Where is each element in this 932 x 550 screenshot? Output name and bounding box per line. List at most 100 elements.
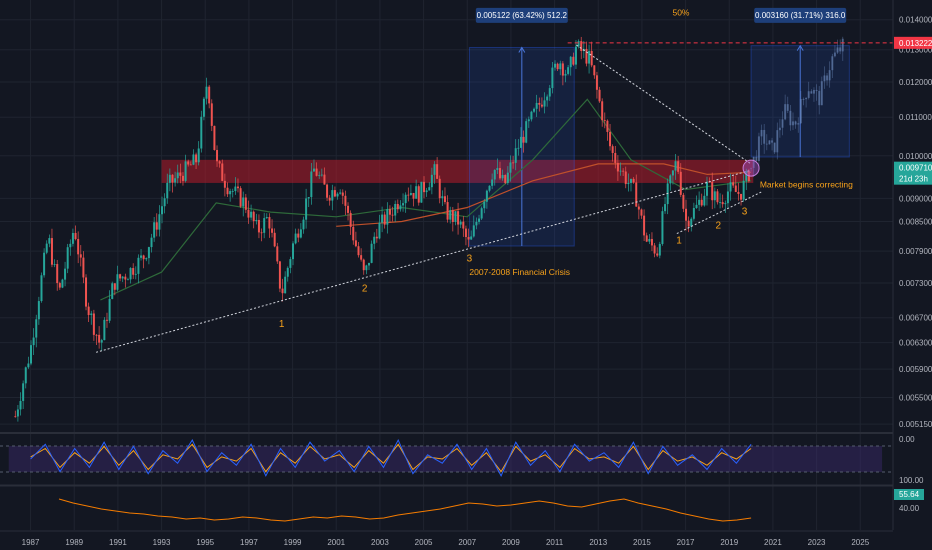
candle-body [56, 264, 59, 284]
candle-body [289, 259, 292, 268]
time-tick-label: 2025 [851, 538, 869, 547]
candle-body [223, 180, 226, 188]
candle-body [399, 205, 402, 210]
candle-body [213, 125, 216, 150]
candle-body [174, 178, 177, 183]
candle-body [705, 181, 708, 196]
candle-body [650, 238, 653, 246]
candle-body [580, 41, 583, 52]
candle-body [231, 191, 234, 192]
candle-body [533, 108, 536, 112]
candle-body [792, 121, 795, 126]
candle-body [517, 147, 520, 149]
candle-body [807, 91, 810, 98]
candle-body [831, 56, 834, 71]
candle-body [554, 63, 557, 68]
candle-body [530, 111, 533, 120]
candle-body [360, 255, 363, 260]
candle-body [412, 192, 415, 199]
candle-body [58, 283, 61, 288]
candle-body [538, 102, 541, 105]
candle-body [339, 192, 342, 194]
candle-body [794, 121, 797, 125]
candle-body [95, 334, 98, 336]
candle-body [559, 63, 562, 70]
candle-body [750, 167, 753, 169]
candle-body [799, 99, 802, 124]
rsi-panel [0, 432, 932, 532]
time-tick-label: 1989 [65, 538, 83, 547]
candle-body [323, 174, 326, 185]
candle-body [679, 171, 682, 195]
candle-body [721, 202, 724, 205]
candle-body [839, 47, 842, 52]
candle-body [124, 276, 127, 280]
candle-body [815, 89, 818, 91]
time-tick-label: 2009 [502, 538, 520, 547]
candle-body [572, 56, 575, 65]
candle-body [77, 239, 80, 255]
candle-body [153, 222, 156, 238]
moving-average-line [100, 98, 752, 301]
candle-body [776, 130, 779, 153]
measure-arrow-head [796, 44, 804, 51]
candle-body [187, 161, 190, 165]
annotation-labels: 1 2 3 1 2 3 50% Market begins correcting 2007-20… [279, 7, 853, 329]
candle-body [305, 198, 308, 220]
candle-body [757, 136, 760, 162]
candle-body [349, 212, 352, 227]
time-tick-label: 2015 [633, 538, 651, 547]
candle-body [302, 219, 305, 230]
candle-body [197, 148, 200, 163]
candle-body [700, 199, 703, 206]
candle-body [765, 143, 768, 145]
candle-body [826, 75, 829, 81]
candle-body [687, 220, 690, 227]
candle-body [771, 140, 774, 143]
candle-body [501, 174, 504, 179]
time-tick-label: 1995 [196, 538, 214, 547]
resistance-zone-layer [161, 159, 754, 183]
candle-body [281, 288, 284, 294]
candle-body [111, 283, 114, 299]
price-tick-label: 0.006300 [899, 339, 932, 348]
candle-body [574, 46, 577, 65]
candle-body [236, 186, 239, 189]
candle-body [202, 98, 205, 117]
candle-body [590, 50, 593, 66]
candle-body [812, 89, 815, 94]
candle-body [229, 191, 232, 195]
candle-body [320, 174, 323, 176]
candle-body [137, 257, 140, 274]
price-tick-label: 0.006700 [899, 314, 932, 323]
candle-body [496, 168, 499, 170]
candle-body [454, 211, 457, 222]
candle-body [126, 279, 129, 281]
price-tick-label: 0.005900 [899, 365, 932, 374]
candle-body [50, 238, 53, 265]
candle-body [134, 273, 137, 275]
candle-body [27, 363, 30, 368]
current-price-label: 0.009710 [899, 164, 932, 173]
wave-label: 2 [362, 283, 368, 294]
candle-body [37, 301, 40, 320]
candle-body [71, 232, 74, 244]
candle-body [297, 233, 300, 238]
candle-body [244, 197, 247, 210]
candle-body [763, 129, 766, 144]
chart-annotation: Market begins correcting [760, 179, 853, 189]
candle-body [671, 170, 674, 176]
candle-body [192, 154, 195, 165]
candle-body [103, 319, 106, 341]
candle-body [543, 100, 546, 107]
candle-body [200, 116, 203, 149]
candle-body [386, 209, 389, 225]
candle-body [176, 172, 179, 179]
candle-body [147, 247, 150, 259]
candle-body [378, 222, 381, 239]
candle-body [786, 104, 789, 111]
candle-body [805, 97, 808, 100]
candle-body [527, 119, 530, 122]
candle-body [546, 96, 549, 101]
candle-body [105, 319, 108, 321]
